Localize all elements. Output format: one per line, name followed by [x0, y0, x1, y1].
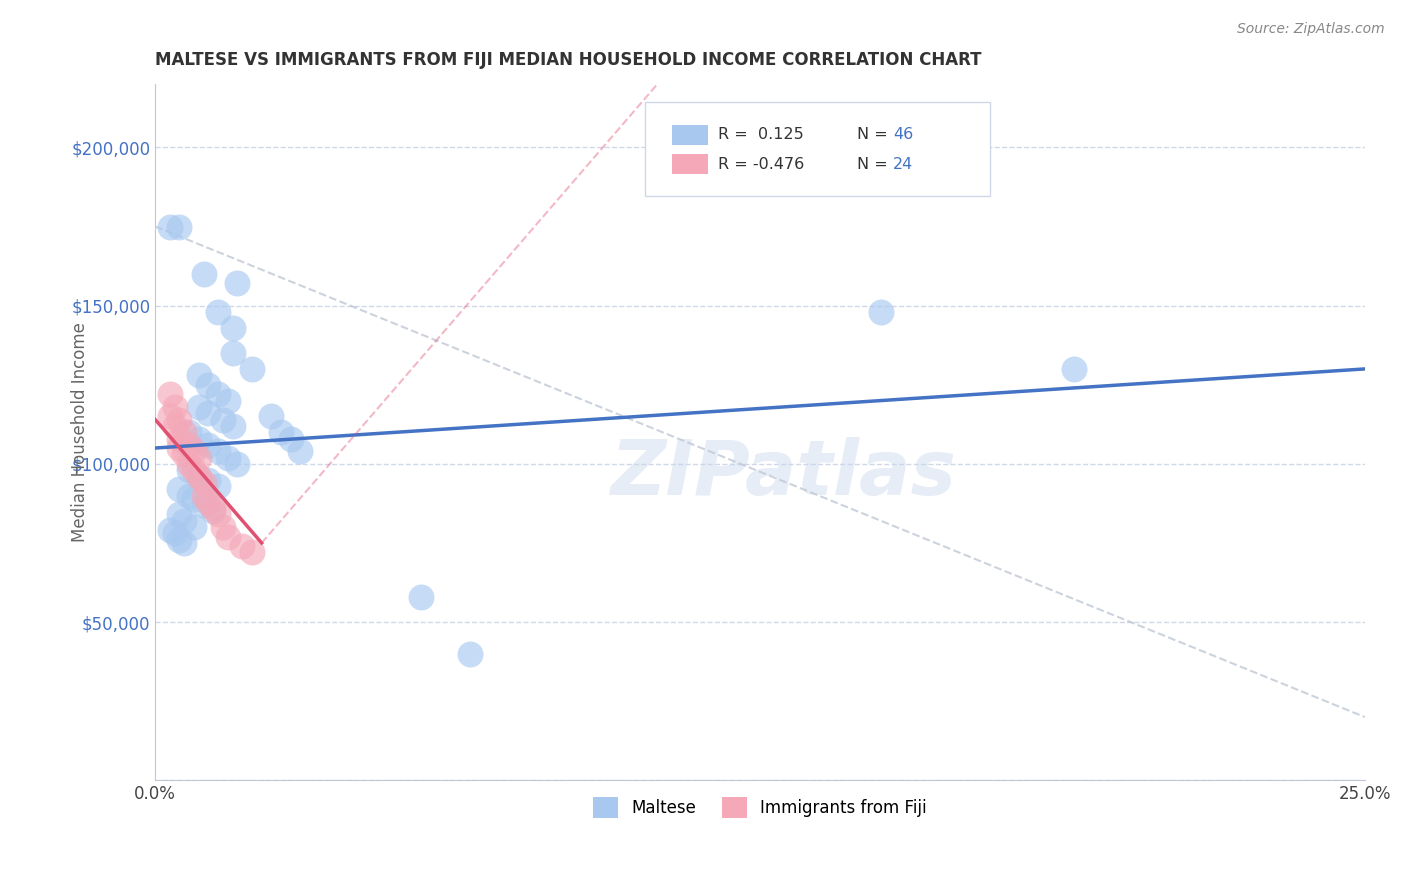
Text: R = -0.476: R = -0.476 [717, 157, 804, 171]
Point [207, 387, 229, 401]
Text: N =: N = [856, 157, 893, 171]
Text: Source: ZipAtlas.com: Source: ZipAtlas.com [1237, 22, 1385, 37]
Point [169, 533, 191, 547]
Bar [672, 154, 709, 174]
Point [173, 447, 195, 461]
Text: R =  0.125: R = 0.125 [717, 128, 803, 143]
Point [177, 488, 200, 502]
Point [169, 219, 191, 234]
Point [183, 463, 205, 477]
Text: 46: 46 [893, 128, 914, 143]
Point [159, 387, 181, 401]
Point [207, 444, 229, 458]
Point [173, 425, 195, 440]
Point [207, 479, 229, 493]
Point [169, 508, 191, 522]
Bar [672, 125, 709, 145]
Point [169, 432, 191, 446]
Point [177, 425, 200, 440]
Point [177, 457, 200, 471]
Y-axis label: Median Household Income: Median Household Income [70, 322, 89, 542]
Point [212, 412, 235, 426]
Point [270, 425, 292, 440]
Point [240, 362, 263, 376]
Point [187, 469, 209, 483]
Point [458, 647, 481, 661]
Point [290, 444, 312, 458]
Point [202, 501, 225, 516]
Point [187, 450, 209, 465]
Point [197, 495, 219, 509]
FancyBboxPatch shape [645, 102, 990, 195]
Point [411, 590, 433, 604]
Point [159, 219, 181, 234]
Point [169, 441, 191, 455]
Point [1063, 362, 1085, 376]
Point [197, 473, 219, 487]
Point [212, 520, 235, 534]
Point [187, 469, 209, 483]
Point [183, 520, 205, 534]
Point [217, 530, 239, 544]
Point [159, 409, 181, 424]
Point [221, 418, 243, 433]
Point [870, 305, 893, 319]
Point [193, 498, 215, 512]
Point [217, 393, 239, 408]
Point [173, 514, 195, 528]
Point [193, 475, 215, 490]
Text: MALTESE VS IMMIGRANTS FROM FIJI MEDIAN HOUSEHOLD INCOME CORRELATION CHART: MALTESE VS IMMIGRANTS FROM FIJI MEDIAN H… [155, 51, 981, 69]
Point [173, 536, 195, 550]
Point [163, 400, 186, 414]
Point [183, 444, 205, 458]
Point [202, 504, 225, 518]
Point [169, 482, 191, 496]
Text: 24: 24 [893, 157, 914, 171]
Point [197, 438, 219, 452]
Point [177, 438, 200, 452]
Point [187, 400, 209, 414]
Point [193, 488, 215, 502]
Point [159, 524, 181, 538]
Point [260, 409, 283, 424]
Text: ZIPatlas: ZIPatlas [612, 437, 957, 511]
Point [217, 450, 239, 465]
Point [197, 377, 219, 392]
Point [280, 432, 302, 446]
Point [221, 346, 243, 360]
Point [207, 508, 229, 522]
Point [163, 526, 186, 541]
Point [226, 277, 249, 291]
Point [207, 305, 229, 319]
Point [187, 432, 209, 446]
Point [221, 320, 243, 334]
Point [183, 491, 205, 506]
Point [226, 457, 249, 471]
Legend: Maltese, Immigrants from Fiji: Maltese, Immigrants from Fiji [586, 790, 934, 824]
Point [177, 463, 200, 477]
Point [231, 539, 253, 553]
Point [163, 418, 186, 433]
Point [169, 412, 191, 426]
Point [197, 406, 219, 420]
Point [187, 368, 209, 383]
Point [240, 545, 263, 559]
Point [193, 267, 215, 281]
Text: N =: N = [856, 128, 893, 143]
